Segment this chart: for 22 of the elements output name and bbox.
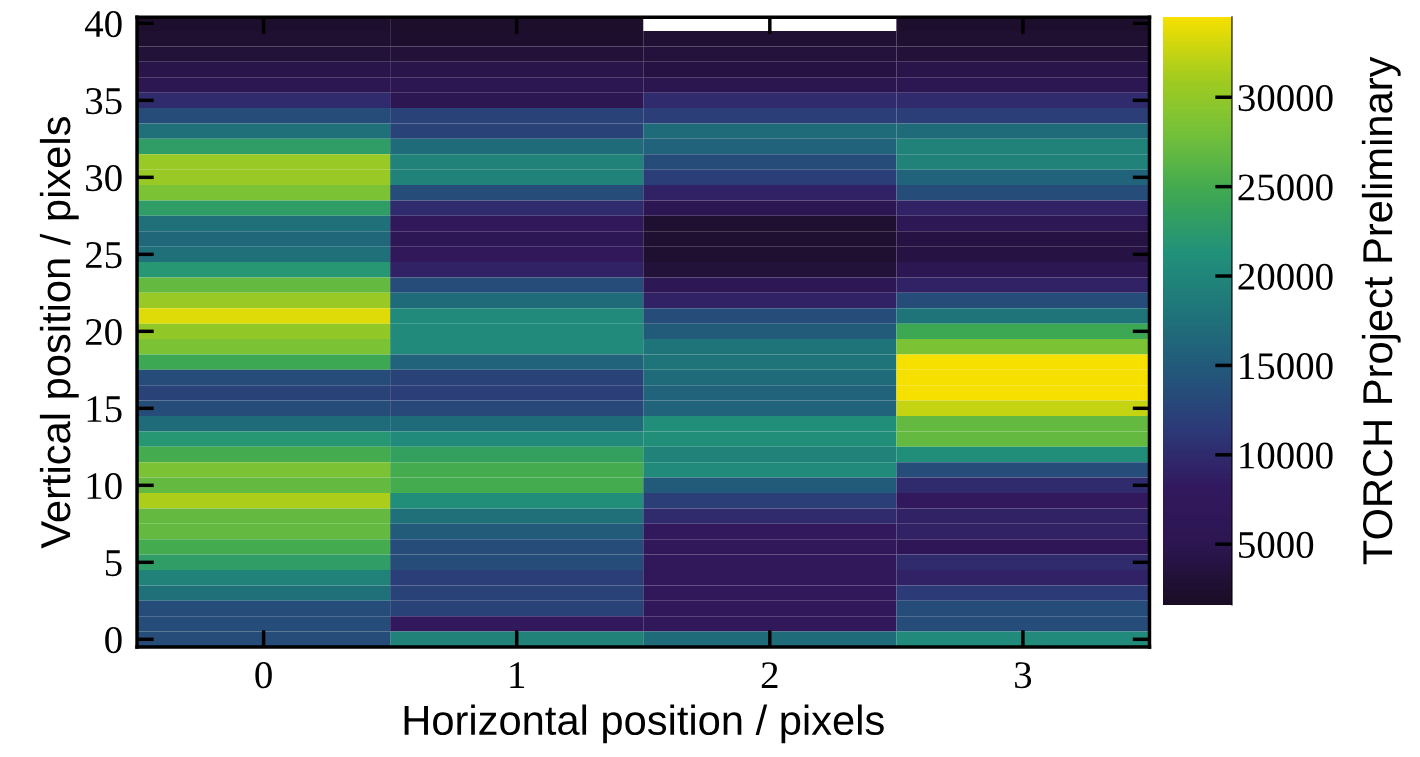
y-tick-label: 10 bbox=[87, 472, 122, 500]
y-tick-label: 35 bbox=[86, 88, 122, 115]
y-axis-title: Vertical position / pixels bbox=[39, 117, 79, 549]
y-tick-label: 5 bbox=[105, 550, 122, 577]
color-bar-label: 5000 bbox=[1239, 531, 1314, 559]
x-tick-label: 2 bbox=[761, 662, 778, 688]
color-bar-label: 15000 bbox=[1240, 353, 1333, 380]
y-tick-label: 0 bbox=[105, 626, 122, 654]
x-tick-label: 0 bbox=[255, 662, 272, 689]
color-bar-label: 10000 bbox=[1240, 442, 1333, 469]
y-tick-label: 30 bbox=[86, 164, 122, 192]
x-axis-title: Horizontal position / pixels bbox=[404, 704, 884, 744]
x-tick-label: 1 bbox=[510, 662, 525, 688]
color-bar-label: 25000 bbox=[1238, 174, 1333, 201]
y-tick-label: 15 bbox=[87, 396, 122, 423]
color-bar-label: 30000 bbox=[1238, 84, 1333, 112]
y-tick-label: 40 bbox=[85, 10, 122, 38]
x-tick-label: 3 bbox=[1015, 662, 1032, 689]
color-bar-title: TORCH Project Preliminary bbox=[1361, 56, 1401, 565]
color-bar-label: 20000 bbox=[1238, 263, 1333, 290]
y-tick-label: 25 bbox=[85, 242, 122, 269]
y-tick-label: 20 bbox=[85, 318, 122, 346]
